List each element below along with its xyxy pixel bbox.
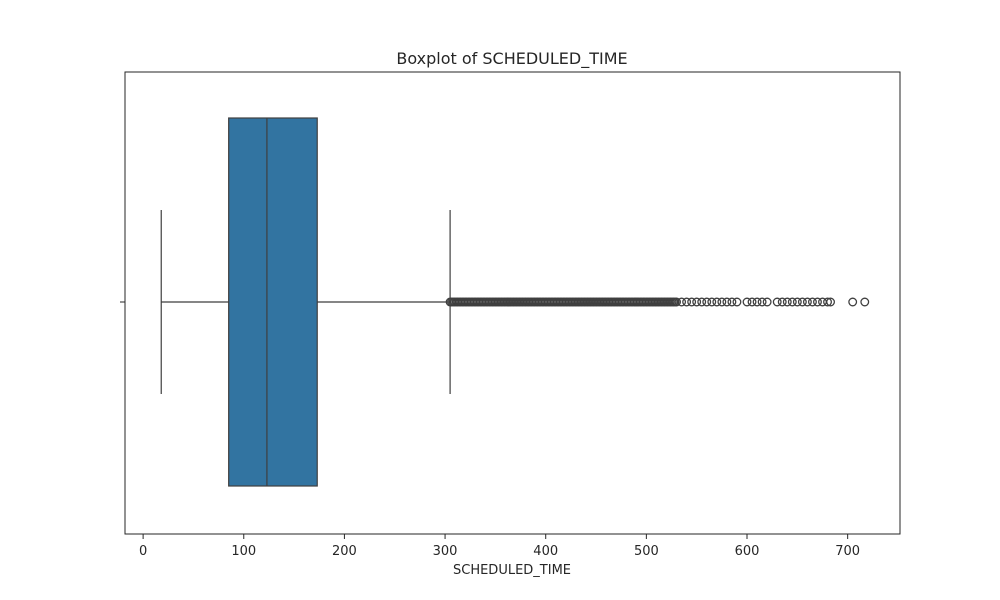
outlier-point xyxy=(757,297,767,307)
outlier-point xyxy=(752,297,762,307)
outlier-point xyxy=(777,297,787,307)
x-tick-label: 100 xyxy=(231,544,256,559)
outlier-point xyxy=(677,297,687,307)
outlier-point xyxy=(672,297,682,307)
x-tick-label: 300 xyxy=(433,544,458,559)
outlier-point xyxy=(727,297,737,307)
x-axis: 0 100 200 300 400 500 600 700 xyxy=(139,534,860,559)
outlier-point xyxy=(722,297,732,307)
outlier-point xyxy=(813,297,822,307)
outlier-point xyxy=(807,297,817,307)
outlier-point xyxy=(742,297,752,307)
outlier-point xyxy=(692,297,702,307)
x-tick-label: 200 xyxy=(332,544,357,559)
x-tick-label: 0 xyxy=(139,544,147,559)
outlier-point xyxy=(823,297,832,307)
outlier-point xyxy=(732,297,742,307)
x-tick-label: 500 xyxy=(634,544,659,559)
x-tick-label: 700 xyxy=(835,544,860,559)
outlier-point xyxy=(702,297,712,307)
outlier-point xyxy=(860,297,870,307)
outlier-point xyxy=(802,297,812,307)
outlier-point xyxy=(787,297,797,307)
outlier-point xyxy=(707,297,717,307)
outlier-point xyxy=(687,297,697,307)
plot-area-frame xyxy=(124,71,901,535)
outlier-point xyxy=(782,297,792,307)
outlier-point xyxy=(712,297,722,307)
x-tick-label: 600 xyxy=(735,544,760,559)
x-axis-label: SCHEDULED_TIME xyxy=(453,563,571,578)
outlier-point xyxy=(682,297,692,307)
outlier-point xyxy=(697,297,707,307)
x-tick-label: 400 xyxy=(533,544,558,559)
outlier-point xyxy=(797,297,807,307)
chart-title: Boxplot of SCHEDULED_TIME xyxy=(396,49,627,69)
outlier-point xyxy=(772,297,782,307)
outlier-point xyxy=(762,297,772,307)
outlier-point xyxy=(848,297,858,307)
iqr-box xyxy=(228,117,318,487)
chart-marks xyxy=(160,117,870,487)
outlier-point xyxy=(747,297,757,307)
outlier-point xyxy=(792,297,802,307)
outlier-point xyxy=(826,297,836,307)
outlier-point xyxy=(717,297,727,307)
